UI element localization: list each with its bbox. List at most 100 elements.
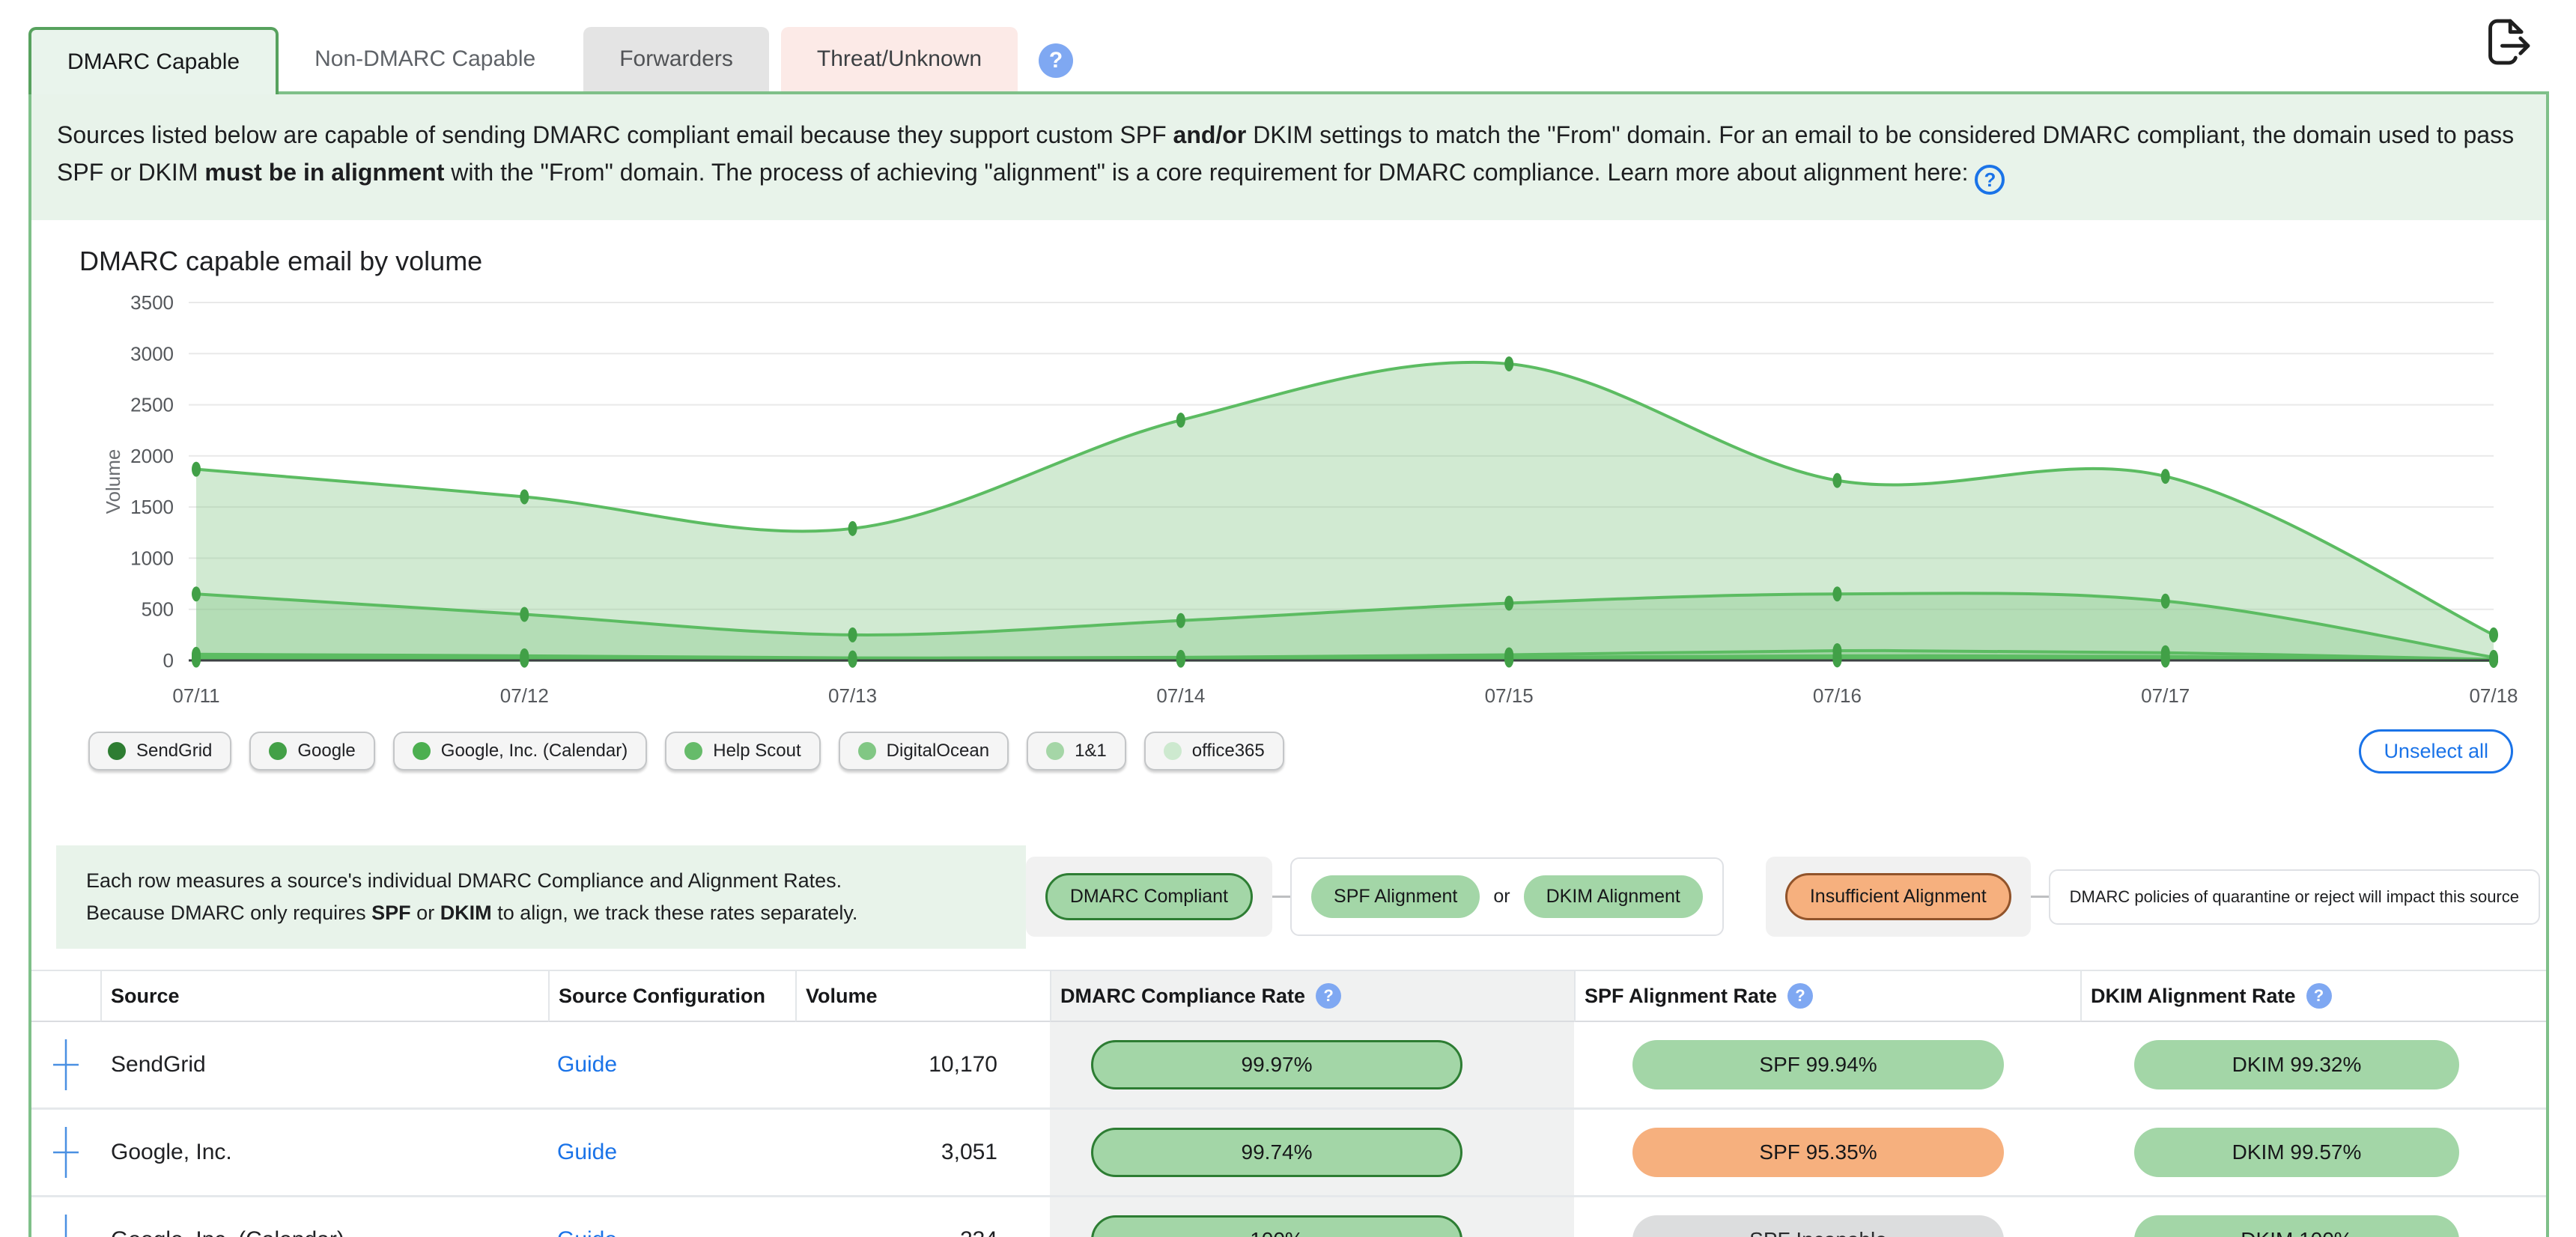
data-point[interactable] [2489,627,2498,642]
series-color-dot [269,742,288,761]
unselect-all-button[interactable]: Unselect all [2359,729,2513,773]
description-text: Sources listed below are capable of send… [57,121,2514,186]
y-tick-label: 3500 [130,291,174,314]
tab-threat-unknown[interactable]: Threat/Unknown [780,27,1018,91]
series-chip-help-scout[interactable]: Help Scout [665,732,821,771]
alignment-help-icon[interactable]: ? [1975,164,2005,195]
plus-icon [53,1039,79,1091]
series-line-sendgrid [195,360,2494,636]
column-header-label: Source [111,984,180,1007]
series-chip-digitalocean[interactable]: DigitalOcean [838,732,1009,771]
or-label: or [1493,886,1510,908]
source-name-cell: Google, Inc. [100,1110,548,1198]
text-run: Each row measures a source's individual … [86,869,842,892]
x-tick-label: 07/11 [172,684,219,707]
column-header-spf-alignment-rate: SPF Alignment Rate? [1574,970,2080,1023]
policy-note-text: DMARC policies of quarantine or reject w… [2069,887,2519,906]
tabs-help-icon[interactable]: ? [1039,43,1074,78]
series-chip-google[interactable]: Google [249,732,375,771]
source-name-cell: Google, Inc. (Calendar) [100,1197,548,1237]
series-color-dot [412,742,431,761]
data-point[interactable] [848,652,857,668]
sources-table: Source Source Configuration Volume DMARC Co… [31,970,2546,1237]
data-point[interactable] [1176,412,1185,428]
column-header-label: SPF Alignment Rate [1585,984,1778,1007]
source-name: Google, Inc. (Calendar) [111,1227,344,1237]
expand-row-button[interactable] [31,1110,100,1198]
volume-value: 10,170 [929,1052,997,1078]
data-point[interactable] [1176,652,1185,668]
guide-link[interactable]: Guide [548,1227,617,1237]
y-tick-label: 1000 [130,547,174,569]
series-chip-label: office365 [1191,741,1265,762]
data-point[interactable] [1504,356,1514,371]
insufficient-alignment-badge: Insufficient Alignment [1784,873,2011,921]
table-intro-row: Each row measures a source's individual … [56,845,2540,949]
alignment-badge-card: SPF Alignment or DKIM Alignment [1290,857,1724,937]
series-line-google-inc-calendar- [195,648,2494,661]
data-point[interactable] [520,607,529,622]
series-chip-sendgrid[interactable]: SendGrid [88,732,232,771]
data-point[interactable] [1832,652,1842,668]
guide-link[interactable]: Guide [557,1052,618,1078]
export-button[interactable] [2474,10,2537,73]
rates-info-box: Each row measures a source's individual … [56,845,1026,949]
dkim-rate-pill: DKIM 99.32% [2134,1040,2459,1090]
x-tick-label: 07/17 [2141,684,2190,707]
column-header-source-configuration: Source Configuration [548,970,795,1023]
spf-alignment-badge: SPF Alignment [1311,875,1480,919]
volume-cell: 3,051 [795,1110,1050,1198]
expand-row-button[interactable] [31,1022,100,1110]
column-help-icon[interactable]: ? [2306,983,2332,1009]
data-point[interactable] [1176,613,1185,628]
data-point[interactable] [848,520,857,536]
tab-non-dmarc-capable[interactable]: Non-DMARC Capable [279,27,572,91]
y-tick-label: 0 [163,649,174,672]
data-point[interactable] [2160,652,2170,668]
series-chip-label: SendGrid [136,741,213,762]
series-chip-list: SendGrid Google Google, Inc. (Calendar) Hel… [88,732,1284,771]
tab-dmarc-capable[interactable]: DMARC Capable [28,27,279,94]
area-fill-sendgrid [196,362,2494,660]
column-help-icon[interactable]: ? [1787,983,1814,1009]
dmarc-capable-panel: Sources listed below are capable of send… [28,91,2549,1237]
rates-info-line1: Each row measures a source's individual … [86,865,996,897]
series-chip-office365[interactable]: office365 [1143,732,1284,771]
text-run: Because DMARC only requires [86,901,372,924]
spf-rate-pill: SPF Incapable [1632,1215,2004,1237]
volume-area-chart[interactable]: 0 500 1000 1500 2000 2500 3000 3500 Volume 07/11 0… [31,220,2546,716]
series-chip-label: Google [297,741,356,762]
chart-legend-row: SendGrid Google Google, Inc. (Calendar) Hel… [88,729,2513,773]
x-tick-label: 07/13 [828,684,877,707]
data-point[interactable] [1832,586,1842,601]
series-chip-google-inc-calendar-[interactable]: Google, Inc. (Calendar) [392,732,648,771]
plus-icon [53,1127,79,1179]
spf-rate-pill: SPF 99.94% [1632,1040,2004,1090]
compliant-badge-card: DMARC Compliant [1025,857,1273,937]
data-point[interactable] [520,652,529,668]
column-help-icon[interactable]: ? [1316,983,1342,1009]
data-point[interactable] [2160,468,2170,484]
data-point[interactable] [848,627,857,642]
data-point[interactable] [192,586,201,601]
area-fill-google [196,593,2494,660]
description-banner: Sources listed below are capable of send… [31,94,2546,220]
data-point[interactable] [1504,595,1514,611]
data-point[interactable] [1832,472,1842,488]
expand-row-button[interactable] [31,1197,100,1237]
tab-forwarders[interactable]: Forwarders [583,27,769,91]
export-document-icon [2488,19,2530,65]
data-point[interactable] [520,489,529,505]
series-chip-1-1[interactable]: 1&1 [1027,732,1126,771]
badge-connector [2030,896,2049,899]
data-point[interactable] [192,461,201,477]
dkim-rate-pill: DKIM 99.57% [2134,1128,2459,1178]
column-header-dmarc-compliance-rate: DMARC Compliance Rate? [1050,970,1574,1023]
data-point[interactable] [2489,652,2498,668]
data-point[interactable] [192,652,201,668]
data-point[interactable] [1504,652,1514,668]
spf-rate-cell: SPF 99.94% [1574,1022,2080,1110]
guide-link[interactable]: Guide [557,1140,618,1165]
data-point[interactable] [2160,593,2170,609]
insufficient-badge-card: Insufficient Alignment [1765,857,2031,937]
